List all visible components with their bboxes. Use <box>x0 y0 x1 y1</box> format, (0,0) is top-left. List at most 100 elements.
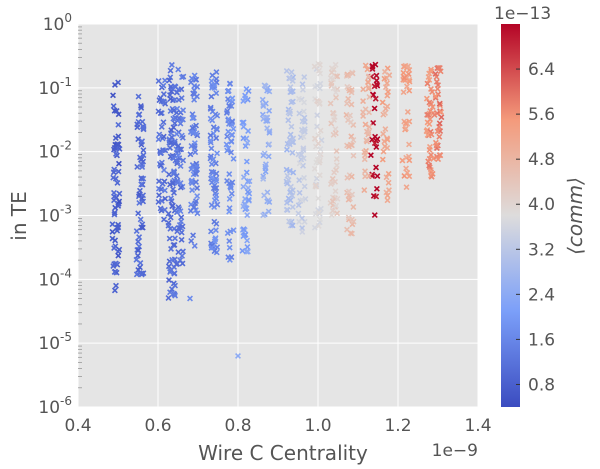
data-point <box>402 120 409 127</box>
data-point <box>371 140 378 147</box>
data-point <box>207 115 214 122</box>
data-point <box>287 197 294 204</box>
data-point <box>243 169 250 176</box>
data-point <box>314 112 321 119</box>
data-point <box>345 214 352 221</box>
data-point <box>373 185 380 192</box>
data-point <box>213 69 220 76</box>
data-point <box>165 263 172 270</box>
data-point <box>180 107 187 114</box>
data-point <box>435 156 442 163</box>
data-point <box>383 174 390 181</box>
data-point <box>169 180 176 187</box>
data-point <box>180 73 187 80</box>
data-point <box>193 122 200 129</box>
data-point <box>133 271 140 278</box>
y-tick-exponent: 0 <box>64 11 72 25</box>
data-point <box>350 218 357 225</box>
colorbar-tick-label: 1.6 <box>528 330 555 350</box>
data-point <box>112 151 119 157</box>
y-tick-label: 10-2 <box>38 139 72 163</box>
data-point <box>404 120 411 127</box>
data-point <box>158 162 165 169</box>
data-point <box>285 176 292 183</box>
data-point <box>134 252 141 259</box>
data-point <box>431 111 438 118</box>
data-point <box>331 169 338 176</box>
data-point <box>115 160 122 167</box>
data-point <box>296 95 302 102</box>
data-point <box>332 188 339 195</box>
y-tick-base: 10 <box>38 270 60 290</box>
data-point <box>316 100 323 107</box>
data-point <box>283 67 290 74</box>
data-point <box>133 256 140 263</box>
data-point <box>192 170 199 177</box>
data-point <box>266 141 273 148</box>
data-point <box>285 117 292 124</box>
data-point <box>384 197 391 204</box>
data-point <box>168 245 174 252</box>
data-point <box>316 172 323 179</box>
data-point <box>350 204 357 210</box>
data-point <box>261 82 268 89</box>
data-point <box>240 174 247 181</box>
data-point <box>235 352 241 359</box>
data-point <box>289 139 296 146</box>
data-point <box>160 82 167 89</box>
data-point <box>382 84 389 91</box>
data-point <box>434 128 441 135</box>
data-point <box>243 158 250 165</box>
data-point <box>229 95 236 102</box>
y-tick-base: 10 <box>38 207 60 227</box>
data-point <box>226 171 233 178</box>
data-point <box>240 226 247 233</box>
data-point <box>289 98 296 105</box>
data-point <box>424 80 431 87</box>
x-tick-label: 1.0 <box>304 416 331 436</box>
data-point <box>246 178 253 185</box>
data-point <box>317 127 324 134</box>
data-point <box>109 221 116 228</box>
colorbar-tick-label: 5.6 <box>528 105 555 125</box>
data-point <box>362 62 369 69</box>
data-point <box>208 77 215 84</box>
data-point <box>138 224 145 231</box>
data-point <box>401 75 408 81</box>
data-point <box>135 93 142 100</box>
data-point <box>296 189 303 196</box>
data-point <box>400 69 407 76</box>
x-offset-label: 1e−9 <box>432 441 478 461</box>
data-point <box>173 261 180 268</box>
data-point <box>113 108 120 114</box>
data-point <box>299 81 306 88</box>
data-point <box>230 227 237 234</box>
data-point <box>406 87 413 94</box>
data-point <box>317 146 324 153</box>
data-point <box>224 230 231 237</box>
data-point <box>178 236 185 243</box>
colorbar-tick-label: 2.4 <box>528 285 555 305</box>
data-point <box>228 138 235 145</box>
data-point <box>229 131 236 138</box>
data-point <box>140 152 147 159</box>
data-point <box>168 195 174 202</box>
data-point <box>140 125 147 132</box>
colorbar-tick-label: 3.2 <box>528 240 555 260</box>
data-point <box>161 98 168 105</box>
data-point <box>139 118 146 125</box>
data-point <box>343 100 350 107</box>
data-point <box>288 123 295 130</box>
data-points <box>109 60 445 359</box>
data-point <box>348 142 355 149</box>
data-point <box>169 134 175 141</box>
y-tick-base: 10 <box>38 143 60 163</box>
data-point <box>161 167 168 173</box>
data-point <box>348 133 355 140</box>
data-point <box>434 85 441 92</box>
data-point <box>140 192 147 199</box>
data-point <box>423 95 430 102</box>
data-point <box>111 287 118 294</box>
data-point <box>134 124 141 131</box>
data-point <box>312 182 319 189</box>
